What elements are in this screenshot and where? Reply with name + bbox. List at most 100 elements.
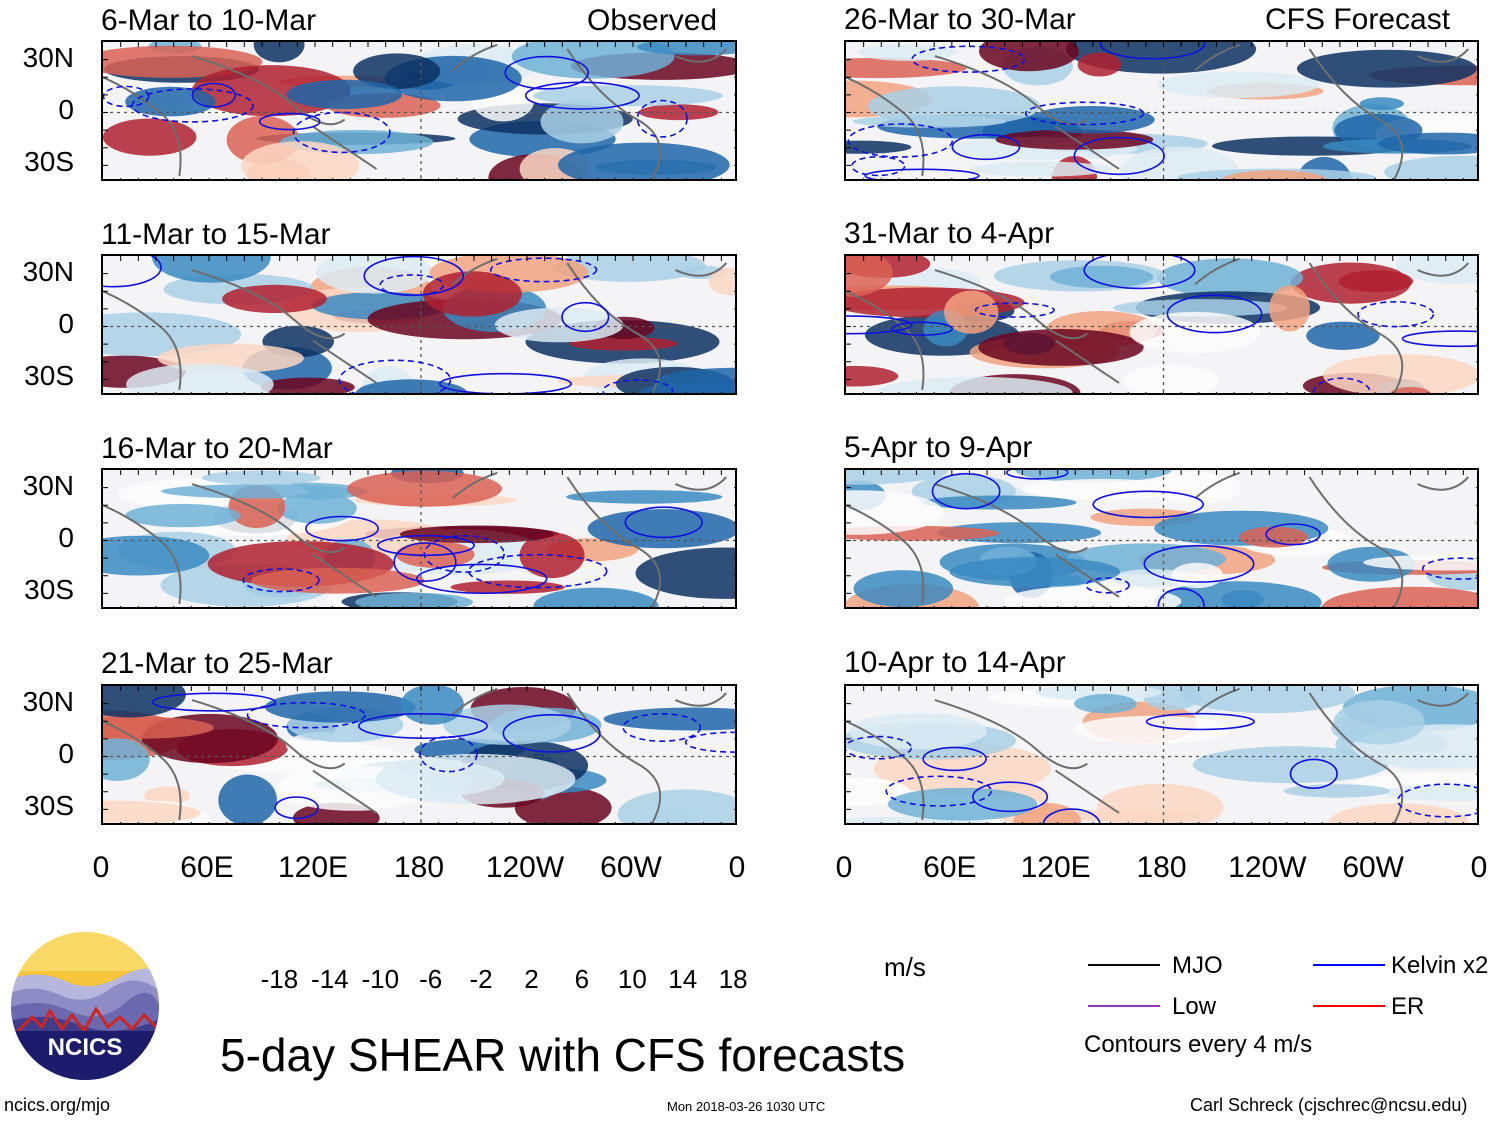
- colorbar-tick-label: 14: [668, 964, 698, 994]
- coastline: [1308, 476, 1404, 607]
- coastline: [452, 257, 498, 285]
- panel-title-observed: 6-Mar to 10-Mar: [101, 4, 317, 37]
- kelvin-contour: [624, 506, 703, 539]
- shear-cell: [846, 57, 967, 79]
- coastline: [1194, 257, 1241, 285]
- kelvin-contour: [379, 274, 445, 297]
- kelvin-contour: [292, 111, 391, 154]
- coastline: [452, 471, 498, 499]
- x-tick-label: 180: [1136, 851, 1187, 884]
- shear-cell: [867, 86, 1041, 126]
- footer-url[interactable]: ncics.org/mjo: [4, 1095, 111, 1115]
- kelvin-contour: [467, 553, 608, 589]
- shear-cell: [944, 290, 999, 334]
- kelvin-contour: [246, 701, 366, 729]
- shear-cell: [1097, 783, 1224, 823]
- shear-cell: [1129, 311, 1261, 354]
- kelvin-contour: [504, 55, 590, 90]
- colorbar: [229, 939, 834, 963]
- shear-cell: [1035, 686, 1162, 701]
- kelvin-contour: [151, 692, 277, 712]
- kelvin-contour: [524, 81, 640, 110]
- y-tick-label: 0: [58, 738, 74, 769]
- kelvin-contour: [846, 735, 912, 760]
- legend-label: Kelvin x2: [1391, 952, 1489, 979]
- kelvin-contour: [376, 534, 475, 557]
- shear-cell: [638, 379, 735, 393]
- coastline: [1054, 769, 1120, 814]
- shear-cell: [316, 256, 433, 294]
- shear-cell: [286, 79, 402, 109]
- shear-cell: [260, 377, 355, 393]
- shear-cell: [1192, 746, 1389, 784]
- coastline: [1054, 125, 1120, 170]
- x-tick-label: 0: [835, 851, 853, 884]
- units-label: m/s: [884, 952, 926, 982]
- shear-cell: [353, 53, 441, 89]
- y-tick-label: 30N: [22, 42, 74, 73]
- coastline: [312, 339, 378, 384]
- legend-line: [1088, 964, 1160, 966]
- shear-cell: [1049, 265, 1154, 289]
- shear-cell: [1027, 106, 1155, 134]
- kelvin-contour: [561, 301, 610, 333]
- colorbar-tick-label: -14: [311, 964, 349, 994]
- coastline: [1194, 687, 1241, 715]
- shear-cell: [399, 525, 554, 544]
- shear-cell: [201, 470, 321, 485]
- shear-cell: [978, 329, 1144, 366]
- coastline: [1308, 692, 1404, 823]
- colorbar-tick-label: 2: [524, 964, 539, 994]
- shear-panel-observed: [101, 254, 737, 395]
- coastline: [674, 692, 728, 707]
- kelvin-contour: [131, 88, 254, 123]
- y-tick-label: 0: [58, 522, 74, 553]
- colorbar-tick-label: -18: [260, 964, 299, 994]
- colorbar-tick-label: 10: [617, 964, 647, 994]
- kelvin-contour: [423, 534, 505, 573]
- shear-cell: [143, 786, 190, 805]
- panel-title-observed: 11-Mar to 15-Mar: [101, 218, 331, 251]
- shear-cell: [1386, 750, 1454, 770]
- kelvin-contour: [974, 302, 1055, 318]
- panel-title-forecast: 26-Mar to 30-Mar: [844, 3, 1076, 36]
- kelvin-contour: [1166, 294, 1263, 334]
- coastline: [566, 692, 662, 823]
- shear-cell: [1179, 686, 1355, 714]
- shear-panel-forecast: [844, 684, 1479, 825]
- coastline: [1417, 262, 1470, 277]
- shear-cell: [1148, 471, 1242, 504]
- panel-title-forecast: 10-Apr to 14-Apr: [844, 646, 1066, 679]
- shear-cell: [1120, 146, 1239, 179]
- shear-cell: [557, 142, 730, 179]
- shear-cell: [422, 271, 522, 317]
- coastline: [1417, 476, 1470, 491]
- coastline: [1417, 48, 1470, 63]
- kelvin-contour: [1289, 758, 1338, 790]
- shear-cell: [1171, 562, 1224, 589]
- shear-cell: [969, 161, 1112, 177]
- kelvin-contour: [1092, 490, 1205, 519]
- shear-panel-forecast: [844, 40, 1479, 181]
- shear-cell: [858, 44, 957, 61]
- shear-cell: [1239, 526, 1308, 548]
- shear-cell: [540, 100, 624, 144]
- shear-cell: [1333, 700, 1425, 745]
- kelvin-contour: [489, 257, 598, 283]
- coastline: [1308, 262, 1404, 393]
- shear-cell: [1072, 715, 1232, 744]
- coastline: [1417, 692, 1470, 707]
- shear-panel-forecast: [844, 254, 1479, 395]
- kelvin-contour: [636, 99, 688, 138]
- kelvin-contour: [242, 568, 320, 593]
- shear-cell: [103, 738, 150, 781]
- kelvin-contour: [684, 731, 735, 753]
- kelvin-contour: [602, 379, 674, 393]
- kelvin-contour: [911, 45, 1026, 73]
- kelvin-contour: [1024, 101, 1145, 126]
- x-tick-label: 60E: [180, 851, 234, 884]
- shear-cell: [846, 365, 899, 387]
- kelvin-contour: [258, 112, 321, 131]
- shear-cell: [921, 495, 1077, 510]
- shear-panel-observed: [101, 40, 737, 181]
